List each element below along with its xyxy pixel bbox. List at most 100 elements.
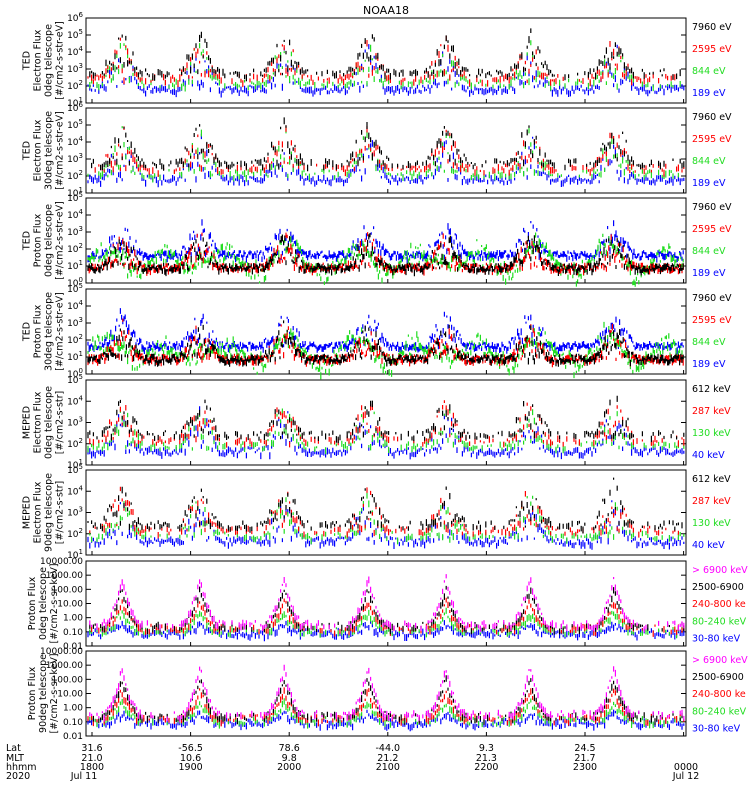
series-trace (87, 44, 685, 98)
y-axis-label: Electron Flux (33, 29, 44, 91)
legend-entry: 287 keV (692, 406, 731, 417)
panel-frame (85, 17, 687, 104)
series-trace (87, 308, 684, 355)
panel-7: 0.01 0.10 1.00 10.00 100.00 1000.00 10000.00Pr… (27, 557, 748, 652)
y-axis-label: MEPED (22, 496, 33, 529)
y-tick-label: 1000.00 (46, 661, 83, 671)
legend-entry: 844 eV (692, 246, 726, 257)
legend-entry: 30-80 keV (692, 633, 741, 644)
y-axis-label: Electron Flux (33, 391, 44, 453)
y-tick-label: 0.10 (63, 628, 83, 638)
y-axis-label: [#/cm2-s-str] (55, 391, 66, 454)
y-tick-label: 105 (67, 28, 83, 41)
series-trace (87, 687, 685, 727)
y-tick-label: 100.00 (52, 585, 84, 595)
y-axis-label: [#/cm2-s-str-eV] (55, 292, 66, 371)
legend-entry: 240-800 ke (692, 599, 746, 610)
series-trace (87, 477, 683, 534)
time-axis-row-label: hhmm (6, 762, 37, 773)
y-axis-label: TED (22, 141, 33, 161)
legend-entry: 2595 eV (692, 134, 732, 145)
y-tick-label: 104 (67, 394, 83, 407)
time-axis-row-label: 2020 (6, 771, 30, 782)
time-tick-hhmm: 2100 (376, 762, 400, 773)
y-axis-label: 90deg telescope (44, 473, 55, 552)
series-trace (89, 492, 685, 545)
y-axis-label: 0deg telescope (44, 386, 55, 459)
legend-entry: 7960 eV (692, 112, 732, 123)
y-tick-label: 103 (67, 316, 83, 329)
time-tick-mlt: 21.3 (476, 753, 497, 764)
legend-entry: 80-240 keV (692, 616, 747, 627)
series-trace (87, 709, 685, 732)
y-tick-label: 103 (67, 225, 83, 238)
y-tick-label: 102 (67, 79, 83, 92)
legend-entry: 130 keV (692, 428, 731, 439)
time-tick-hhmm: 2200 (474, 762, 498, 773)
y-tick-label: 104 (67, 135, 83, 148)
time-tick-lat: 31.6 (81, 743, 102, 754)
y-axis-label: Proton Flux (27, 576, 38, 630)
y-tick-label: 104 (67, 299, 83, 312)
series-trace (87, 233, 684, 277)
series-trace (87, 406, 685, 460)
time-tick-hhmm: 2000 (277, 762, 301, 773)
time-tick-mlt: 21.7 (574, 753, 595, 764)
legend-entry: 80-240 keV (692, 706, 747, 717)
chart-title: NOAA18 (363, 4, 409, 17)
series-trace (87, 133, 685, 188)
y-axis-label: [#/cm2-s-str] (55, 481, 66, 544)
series-trace (87, 232, 684, 287)
y-tick-label: 1.00 (63, 704, 83, 714)
time-tick-hhmm: 2300 (573, 762, 597, 773)
legend-entry: 130 keV (692, 518, 731, 529)
series-trace (89, 585, 685, 635)
legend-entry: 189 eV (692, 359, 726, 370)
y-axis-label: Electron Flux (33, 119, 44, 181)
y-axis-label: [#/cm2-s-sr-keV] (49, 653, 60, 733)
end-date-label: Jul 12 (672, 771, 700, 782)
legend-entry: 240-800 ke (692, 689, 746, 700)
series-trace (89, 28, 681, 82)
y-tick-label: 104 (67, 484, 83, 497)
legend-entry: 2500-6900 (692, 672, 744, 683)
series-trace (91, 117, 685, 172)
y-tick-label: 103 (67, 152, 83, 165)
panel-8: 0.01 0.10 1.00 10.00 100.00 1000.00 10000.00Pr… (27, 647, 748, 742)
legend-entry: 2500-6900 (692, 582, 744, 593)
legend-entry: 7960 eV (692, 293, 732, 304)
time-tick-mlt: 9.8 (282, 753, 297, 764)
time-tick-lat: 78.6 (279, 743, 300, 754)
y-tick-label: 103 (67, 506, 83, 519)
panel-frame (85, 197, 687, 284)
y-tick-label: 102 (67, 527, 83, 540)
y-tick-label: 100.00 (52, 675, 84, 685)
legend-entry: 30-80 keV (692, 723, 741, 734)
legend-entry: 612 keV (692, 474, 731, 485)
time-tick-mlt: 10.6 (180, 753, 201, 764)
y-axis-label: TED (22, 231, 33, 251)
y-tick-label: 10000.00 (40, 557, 83, 567)
time-tick-lat: -56.5 (178, 743, 203, 754)
y-tick-label: 106 (67, 11, 83, 24)
y-axis-label: [#/cm2-s-str-eV] (55, 21, 66, 100)
legend-entry: 2595 eV (692, 44, 732, 55)
time-tick-lat: 9.3 (479, 743, 494, 754)
y-axis-label: Electron Flux (33, 481, 44, 543)
y-axis-label: [#/cm2-s-sr-keV] (49, 563, 60, 643)
y-tick-label: 101 (67, 259, 83, 272)
y-tick-label: 102 (67, 333, 83, 346)
series-trace (87, 321, 684, 380)
y-tick-label: 101 (67, 350, 83, 363)
y-axis-label: 0deg telescope (44, 24, 55, 97)
y-tick-label: 1000.00 (46, 571, 83, 581)
y-axis-label: 90deg telescope (38, 654, 49, 733)
y-axis-label: MEPED (22, 406, 33, 439)
time-axis-row-label: Lat (6, 743, 21, 754)
y-axis-label: 30deg telescope (44, 292, 55, 371)
